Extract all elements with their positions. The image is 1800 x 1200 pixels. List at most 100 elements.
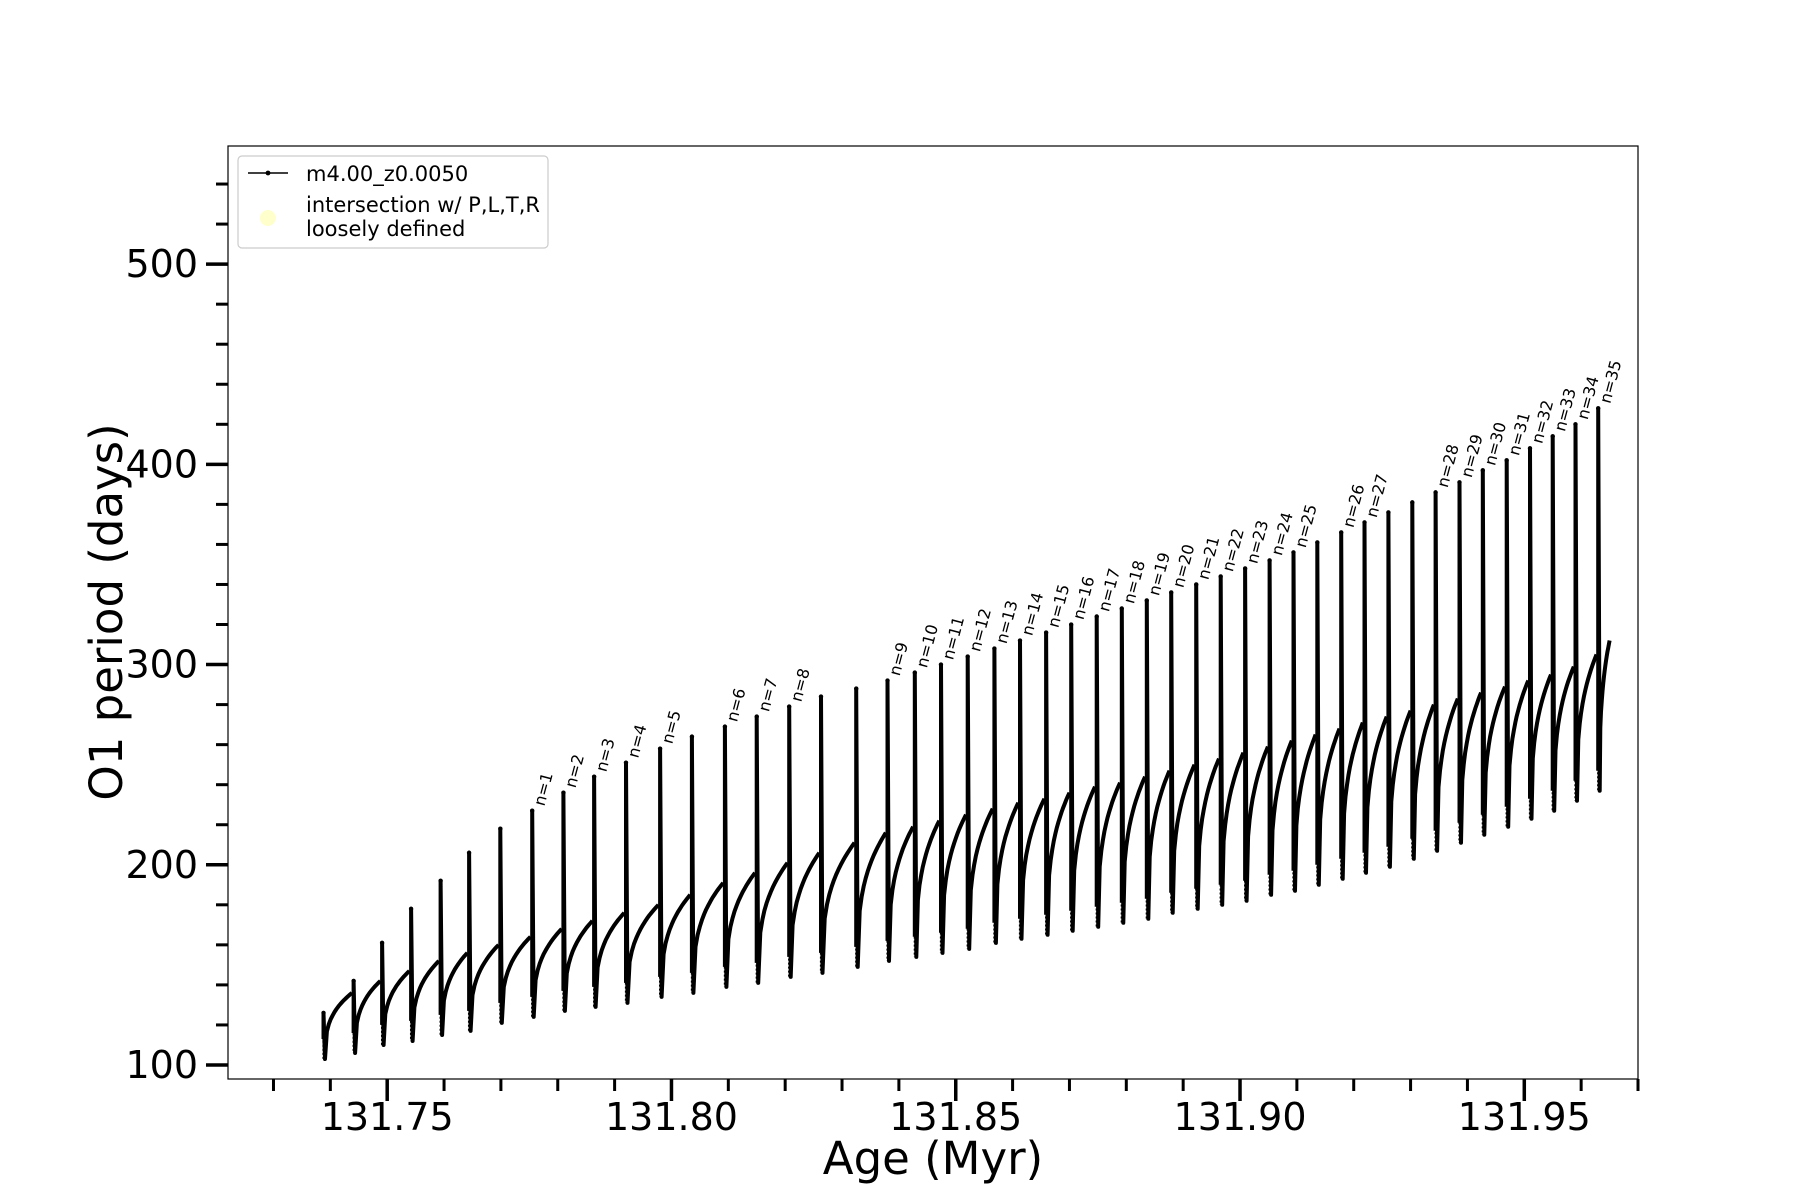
series-loop [722, 724, 757, 989]
series-loop [1094, 614, 1122, 929]
n-annotation: n=1 [530, 770, 557, 808]
series-loop [1504, 458, 1531, 829]
series-loop [1315, 540, 1342, 887]
series-loop [1362, 520, 1389, 875]
x-tick-label: 131.90 [1174, 1095, 1307, 1139]
n-annotation: n=23 [1243, 518, 1273, 565]
n-annotation: n=8 [787, 666, 814, 704]
series-loop [787, 704, 821, 979]
legend-entry-label-1-line-2: loosely defined [306, 217, 465, 241]
peak-point [498, 826, 503, 831]
peak-point [351, 978, 356, 984]
series-loop [1339, 530, 1365, 881]
n-annotation: n=21 [1194, 534, 1224, 581]
legend-entry-label-0: m4.00_z0.0050 [306, 162, 468, 187]
peak-point [938, 662, 944, 667]
y-tick-label: 400 [125, 442, 198, 486]
peak-point [1457, 480, 1462, 485]
peak-point [1218, 574, 1223, 579]
series-loop [1480, 468, 1507, 837]
n-annotation: n=14 [1018, 590, 1048, 637]
peak-point [1043, 630, 1049, 635]
series-loop [561, 790, 594, 1013]
series-loop [592, 774, 626, 1009]
peak-point [1068, 622, 1074, 627]
peak-point [1386, 510, 1391, 515]
series-loop [1069, 622, 1097, 933]
series-loop [912, 670, 942, 959]
n-annotation: n=4 [623, 722, 650, 760]
n-annotation: n=2 [561, 752, 588, 790]
peak-point [1119, 606, 1124, 611]
n-annotation: n=16 [1069, 574, 1099, 621]
series-loop [1144, 598, 1172, 921]
series-loop [321, 991, 354, 1061]
peak-point [438, 878, 443, 883]
n-annotation: n=5 [658, 708, 685, 746]
n-annotation: n=15 [1044, 582, 1074, 629]
peak-point [1410, 500, 1415, 505]
series-loop [467, 850, 501, 1033]
peak-point [1017, 638, 1023, 643]
peak-point [965, 654, 970, 659]
peak-point [1573, 422, 1578, 427]
series-loop [409, 906, 441, 1043]
n-annotation: n=12 [965, 606, 995, 653]
peak-point [408, 906, 414, 912]
peak-point [992, 646, 997, 651]
series-loop [530, 808, 564, 1019]
x-tick-label: 131.75 [321, 1095, 454, 1139]
series-loop [658, 746, 692, 999]
series-loop [1433, 490, 1460, 853]
n-annotation: n=24 [1267, 510, 1297, 557]
peak-point [1596, 406, 1601, 411]
series-loop [1596, 406, 1612, 793]
peak-point [1291, 550, 1296, 555]
peak-point [786, 704, 792, 709]
n-annotation: n=22 [1218, 526, 1248, 573]
peak-point [689, 734, 695, 739]
series-loop [498, 826, 532, 1025]
peak-point [1194, 582, 1199, 587]
n-annotation: n=17 [1094, 566, 1124, 613]
series-loop [438, 878, 469, 1037]
series-loop [1528, 446, 1553, 821]
peak-point [1094, 614, 1099, 619]
peak-point [1550, 434, 1555, 439]
peak-point [1433, 490, 1438, 495]
y-tick-label: 500 [125, 242, 198, 286]
peak-point [529, 808, 535, 813]
n-annotation: n=18 [1119, 558, 1149, 605]
peak-point [818, 694, 824, 699]
peak-point [657, 746, 663, 751]
legend: m4.00_z0.0050 intersection w/ P,L,T,R lo… [237, 155, 549, 249]
x-tick-label: 131.95 [1458, 1095, 1591, 1139]
series-loop [885, 678, 915, 963]
series-loop [1169, 590, 1197, 915]
n-annotation: n=35 [1596, 358, 1626, 405]
n-annotation: n=9 [885, 640, 912, 678]
series-loop [1267, 558, 1294, 897]
peak-point [1242, 566, 1248, 571]
peak-point [379, 940, 385, 946]
x-tick-label: 131.80 [605, 1095, 738, 1139]
series-loop [1018, 638, 1047, 941]
series-loop [624, 760, 660, 1005]
peak-point [1527, 446, 1533, 451]
series-loop [1550, 434, 1576, 813]
y-tick-label: 200 [125, 843, 198, 887]
peak-point [466, 850, 472, 855]
series-loop [754, 714, 790, 985]
peak-point [885, 678, 890, 683]
n-annotation: n=11 [938, 614, 968, 661]
series-loop [1044, 630, 1072, 937]
series-loop [380, 940, 411, 1047]
peak-point [1267, 558, 1272, 563]
series-loop [819, 694, 857, 975]
peak-point [561, 790, 566, 795]
legend-entry-label-1: intersection w/ P,L,T,R loosely defined [306, 193, 547, 241]
series-loop [1386, 510, 1413, 869]
peak-point [1504, 458, 1509, 463]
series-loop [965, 654, 995, 951]
